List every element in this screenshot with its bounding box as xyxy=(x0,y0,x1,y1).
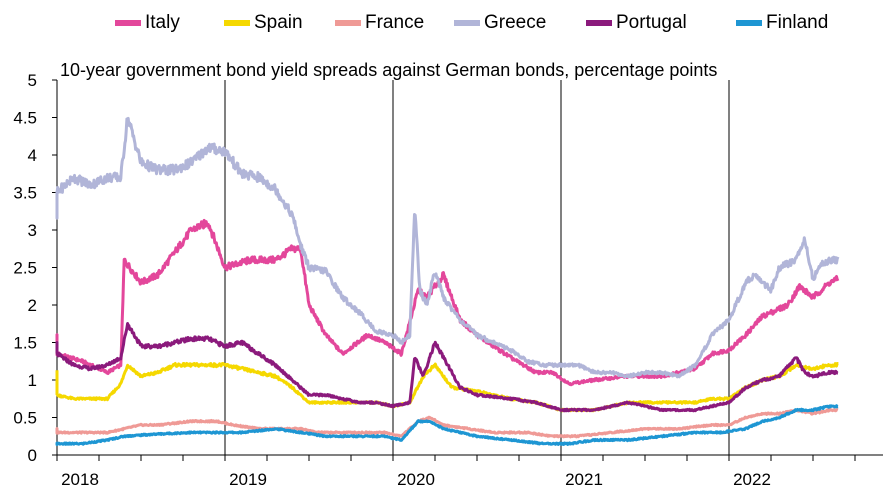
legend-item-spain: Spain xyxy=(224,12,303,34)
series-layer xyxy=(55,116,840,446)
legend-label-portugal: Portugal xyxy=(616,12,687,33)
y-tick-label-2: 2 xyxy=(28,296,37,315)
legend-item-france: France xyxy=(335,12,424,34)
legend-item-portugal: Portugal xyxy=(586,12,687,34)
series-line-finland xyxy=(55,404,839,446)
legend-label-france: France xyxy=(365,12,425,33)
axis-layer: 0 0.5 1 1.5 2 2.5 3 3.5 4 4.5 5 2018 2019 2020 2021 202… xyxy=(13,71,883,488)
x-tick-label-2019: 2019 xyxy=(229,470,267,488)
grid-layer xyxy=(56,80,730,455)
legend-item-greece: Greece xyxy=(454,12,546,34)
series-line-spain xyxy=(55,361,839,413)
legend-label-finland: Finland xyxy=(766,12,829,33)
y-tick-label-4-5: 4.5 xyxy=(13,109,37,128)
y-tick-label-4: 4 xyxy=(28,146,37,165)
series-line-greece xyxy=(55,116,840,379)
y-tick-label-3-5: 3.5 xyxy=(13,184,37,203)
x-tick-label-2020: 2020 xyxy=(397,470,435,488)
y-tick-label-1-5: 1.5 xyxy=(13,334,37,353)
y-tick-label-0-5: 0.5 xyxy=(13,409,37,428)
series-line-portugal xyxy=(55,322,839,413)
y-tick-label-3: 3 xyxy=(28,221,37,240)
legend-item-italy: Italy xyxy=(115,12,180,34)
y-tick-label-5: 5 xyxy=(28,71,37,90)
x-tick-label-2018: 2018 xyxy=(61,470,99,488)
chart-legend: Italy Spain France Greece Portugal Finland xyxy=(0,6,884,40)
series-line-france xyxy=(55,407,839,439)
y-tick-label-2-5: 2.5 xyxy=(13,259,37,278)
x-tick-label-2022: 2022 xyxy=(733,470,771,488)
legend-label-greece: Greece xyxy=(484,12,547,33)
legend-swatch-italy xyxy=(115,20,141,26)
legend-label-spain: Spain xyxy=(254,12,303,33)
legend-label-italy: Italy xyxy=(145,12,180,33)
y-tick-label-0: 0 xyxy=(28,446,37,465)
legend-swatch-portugal xyxy=(586,20,612,26)
legend-swatch-finland xyxy=(736,20,762,26)
legend-swatch-spain xyxy=(224,20,250,26)
y-tick-label-1: 1 xyxy=(28,371,37,390)
legend-swatch-greece xyxy=(454,20,480,26)
legend-item-finland: Finland xyxy=(736,12,828,34)
legend-swatch-france xyxy=(335,20,361,26)
x-tick-label-2021: 2021 xyxy=(565,470,603,488)
chart-title: 10-year government bond yield spreads ag… xyxy=(60,60,717,80)
